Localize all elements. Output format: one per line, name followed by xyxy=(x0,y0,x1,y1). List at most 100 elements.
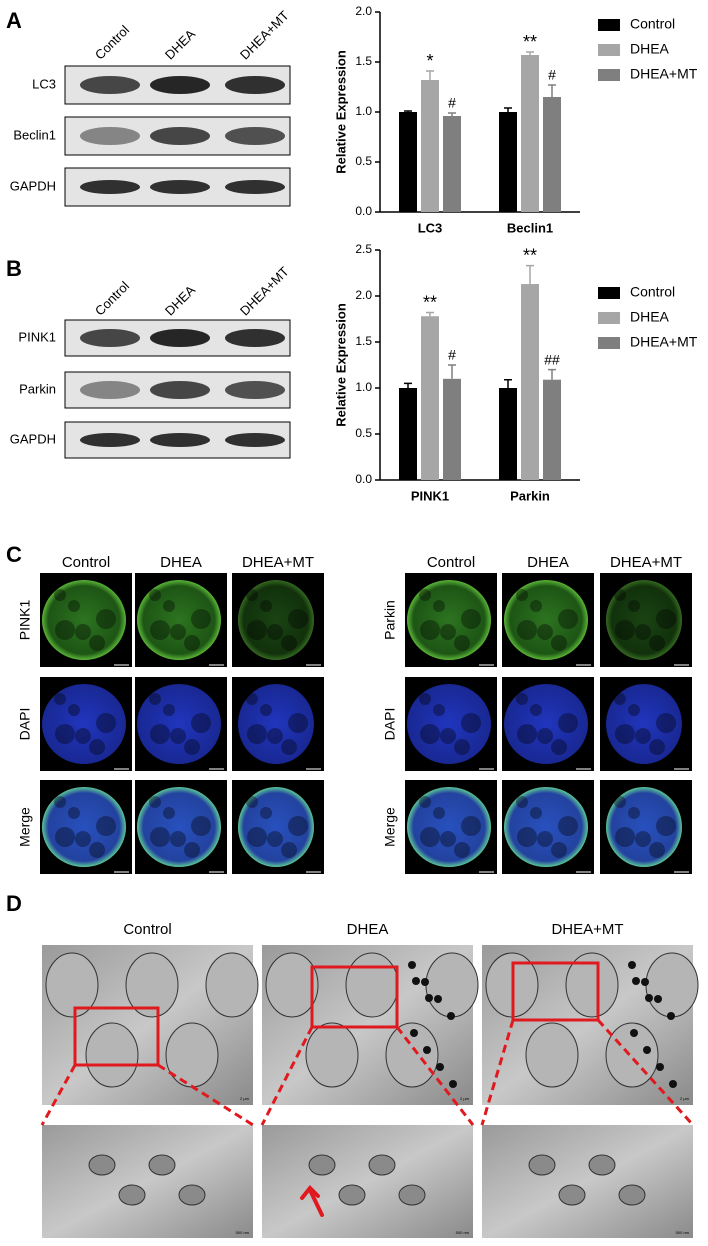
panel-label: A xyxy=(6,8,22,33)
tissue xyxy=(42,684,126,764)
blot-band xyxy=(150,127,210,145)
mitochondrion xyxy=(398,1184,426,1206)
follicle xyxy=(170,728,186,744)
tissue xyxy=(42,787,126,867)
follicle xyxy=(420,620,440,640)
x-tick-label: LC3 xyxy=(418,220,443,235)
granule xyxy=(632,977,640,985)
blot-band xyxy=(225,180,285,194)
follicle xyxy=(649,635,665,651)
blot-band xyxy=(80,127,140,145)
tem-detail-image xyxy=(482,1125,693,1238)
follicle xyxy=(281,635,297,651)
mitochondrion xyxy=(148,1154,176,1176)
tissue xyxy=(42,580,126,660)
follicle xyxy=(163,600,175,612)
granule xyxy=(449,1080,457,1088)
nucleus xyxy=(125,952,179,1018)
follicle xyxy=(150,620,170,640)
column-label: Control xyxy=(123,921,171,938)
follicle xyxy=(656,816,676,836)
mitochondrion xyxy=(338,1184,366,1206)
significance-marker: # xyxy=(448,95,456,111)
follicle xyxy=(163,807,175,819)
granule xyxy=(410,1029,418,1037)
follicle xyxy=(530,704,542,716)
scale-bar-label: 100 μm xyxy=(207,658,224,664)
nucleus xyxy=(565,952,619,1018)
y-tick-label: 1.5 xyxy=(355,54,372,68)
follicle xyxy=(537,728,553,744)
panel-label: C xyxy=(6,542,22,567)
tissue xyxy=(137,580,221,660)
tissue xyxy=(407,684,491,764)
follicle xyxy=(149,589,161,601)
legend-label: DHEA+MT xyxy=(630,334,698,350)
error-bar xyxy=(404,110,412,112)
y-tick-label: 1.0 xyxy=(355,380,372,394)
granule xyxy=(654,995,662,1003)
mitochondrion xyxy=(528,1154,556,1176)
follicle xyxy=(614,693,626,705)
follicle xyxy=(454,842,470,858)
blot-band xyxy=(80,433,140,447)
legend-label: DHEA xyxy=(630,41,670,57)
follicle xyxy=(461,816,481,836)
blot-row-label: PINK1 xyxy=(18,329,56,344)
scale-bar-label: 100 μm xyxy=(672,658,689,664)
follicle xyxy=(628,807,640,819)
bar xyxy=(399,112,417,212)
follicle xyxy=(170,831,186,847)
legend-swatch xyxy=(598,337,620,349)
column-label: DHEA xyxy=(160,554,202,571)
follicle xyxy=(419,796,431,808)
follicle xyxy=(558,713,578,733)
bar xyxy=(421,316,439,480)
error-bar xyxy=(548,368,556,380)
follicle xyxy=(461,713,481,733)
follicle xyxy=(635,624,651,640)
tissue xyxy=(606,580,682,660)
follicle xyxy=(558,816,578,836)
tissue xyxy=(238,580,314,660)
bar xyxy=(543,379,561,480)
column-label: DHEA+MT xyxy=(242,554,314,571)
error-bar xyxy=(448,364,456,379)
bar xyxy=(521,55,539,212)
y-tick-label: 0.5 xyxy=(355,426,372,440)
follicle xyxy=(517,827,537,847)
follicle xyxy=(615,827,635,847)
follicle xyxy=(150,827,170,847)
follicle xyxy=(517,724,537,744)
follicle xyxy=(433,600,445,612)
blot-band xyxy=(225,329,285,347)
follicle xyxy=(281,739,297,755)
follicle xyxy=(530,807,542,819)
tissue xyxy=(504,580,588,660)
y-tick-label: 1.5 xyxy=(355,334,372,348)
follicle xyxy=(517,620,537,640)
follicle xyxy=(551,842,567,858)
bar xyxy=(499,112,517,212)
follicle xyxy=(461,609,481,629)
scale-bar-label: 100 μm xyxy=(672,865,689,871)
error-bar xyxy=(448,112,456,116)
follicle xyxy=(89,635,105,651)
follicle xyxy=(170,624,186,640)
scale-bar-label: 100 μm xyxy=(304,865,321,871)
mitochondrion xyxy=(558,1184,586,1206)
blot-band xyxy=(80,180,140,194)
follicle xyxy=(649,739,665,755)
lane-label: Control xyxy=(92,278,132,318)
column-label: DHEA xyxy=(527,554,569,571)
granule xyxy=(436,1063,444,1071)
y-tick-label: 0.0 xyxy=(355,472,372,486)
follicle xyxy=(440,624,456,640)
mitochondrion xyxy=(368,1154,396,1176)
follicle xyxy=(537,831,553,847)
scale-bar-label: 100 μm xyxy=(574,658,591,664)
zoom-box xyxy=(73,1006,160,1067)
follicle xyxy=(68,600,80,612)
follicle xyxy=(184,739,200,755)
follicle xyxy=(149,693,161,705)
